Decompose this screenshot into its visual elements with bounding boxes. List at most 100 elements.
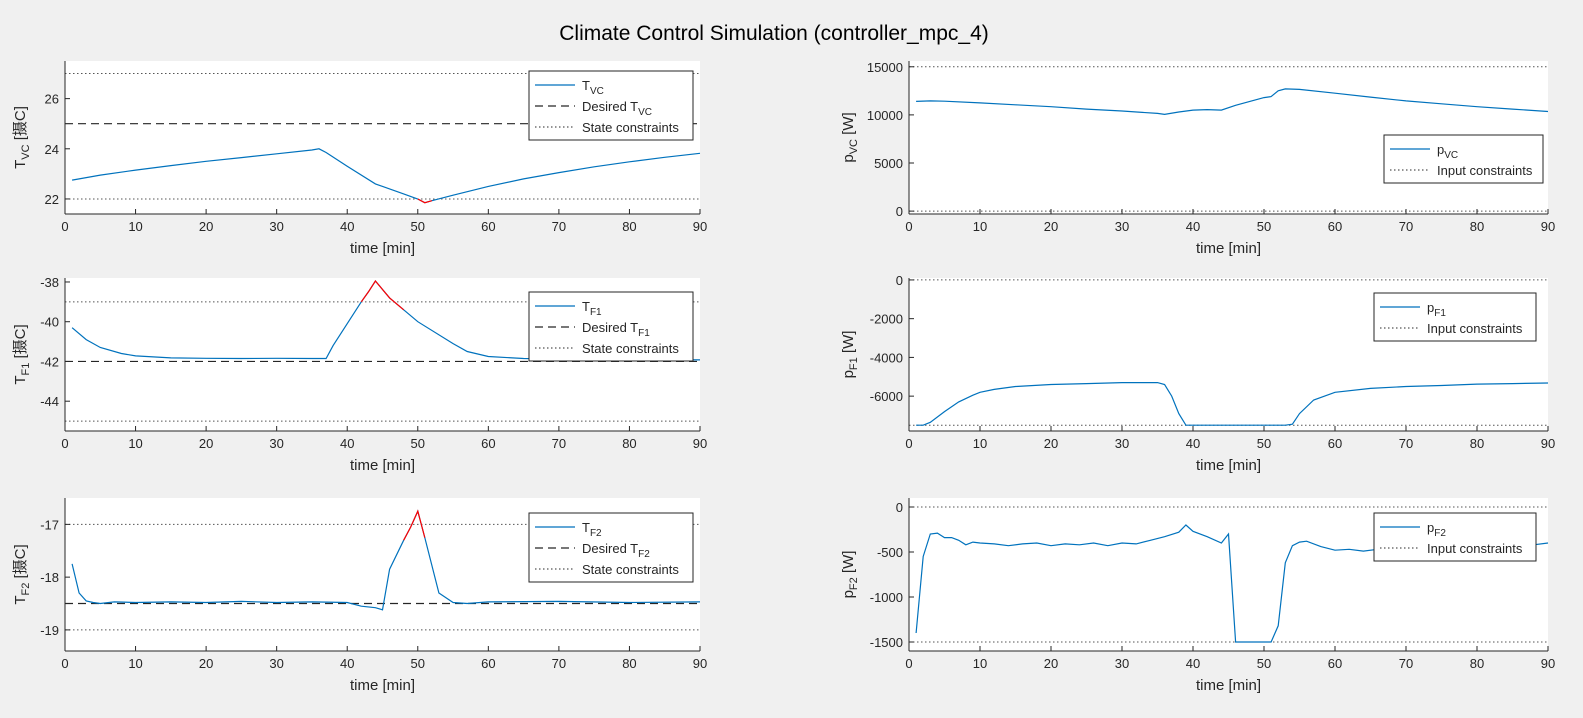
y-axis-label: TF1 [摄C] (12, 324, 32, 384)
x-tick-label: 80 (622, 436, 636, 451)
y-axis-label-subscript: F1 (20, 363, 32, 376)
y-tick-label: 10000 (867, 108, 903, 123)
x-tick-label: 90 (693, 436, 707, 451)
legend-label-2: Desired TF2 (582, 541, 650, 560)
x-tick-label: 60 (481, 219, 495, 234)
legend-label-2: Desired TVC (582, 99, 652, 118)
x-tick-label: 30 (1115, 219, 1129, 234)
y-tick-label: -17 (40, 517, 59, 532)
legend: pF1 Input constraints (1373, 292, 1537, 342)
legend: pVC Input constraints (1383, 134, 1544, 184)
x-tick-label: 70 (552, 219, 566, 234)
subplot-4: 0 10 20 30 40 50 60 70 80 90 -6000 -4000 -2000 0 time … (840, 273, 1555, 474)
legend-label-main: T (582, 299, 590, 314)
y-axis-label-unit: [摄C] (12, 324, 29, 362)
y-axis-label-unit: [W] (840, 331, 857, 358)
x-tick-label: 90 (693, 219, 707, 234)
x-tick-label: 20 (1044, 436, 1058, 451)
legend-label-subscript: F1 (638, 328, 650, 339)
y-axis-label-subscript: F2 (20, 583, 32, 596)
x-tick-label: 60 (1328, 219, 1342, 234)
legend-label-main: State constraints (582, 562, 679, 577)
legend-label-2: Desired TF1 (582, 320, 650, 339)
legend-label-2: Input constraints (1437, 163, 1533, 178)
y-axis-label-subscript: VC (20, 144, 32, 159)
x-tick-label: 10 (973, 219, 987, 234)
y-axis-label-subscript: F1 (848, 357, 860, 370)
y-tick-label: 22 (45, 192, 59, 207)
series-line-1 (916, 382, 1549, 426)
x-tick-label: 50 (1257, 219, 1271, 234)
x-tick-label: 30 (269, 219, 283, 234)
subplot-6: 0 10 20 30 40 50 60 70 80 90 -1500 -1000 -500 0 time [… (840, 498, 1555, 694)
x-tick-label: 10 (973, 656, 987, 671)
x-tick-label: 80 (622, 219, 636, 234)
x-tick-label: 0 (905, 219, 912, 234)
y-axis-label-unit: [W] (840, 112, 857, 139)
x-tick-label: 0 (905, 656, 912, 671)
x-tick-label: 30 (269, 436, 283, 451)
series-line-1 (71, 148, 701, 204)
legend-label-subscript: F2 (1434, 528, 1446, 539)
x-tick-label: 70 (1399, 436, 1413, 451)
y-axis-label-main: T (12, 596, 29, 605)
series-line-1 (916, 88, 1549, 116)
legend-box (528, 291, 694, 362)
x-tick-label: 30 (1115, 656, 1129, 671)
y-tick-label: -1000 (870, 590, 903, 605)
x-tick-label: 60 (481, 436, 495, 451)
legend-label-main: Input constraints (1427, 541, 1523, 556)
legend: pF2 Input constraints (1373, 512, 1537, 562)
x-tick-label: 20 (199, 436, 213, 451)
legend-label-2: Input constraints (1427, 321, 1523, 336)
violation-segment-1 (360, 279, 405, 311)
x-tick-label: 30 (269, 656, 283, 671)
x-tick-label: 80 (1470, 656, 1484, 671)
legend-label-3: State constraints (582, 562, 679, 577)
legend-label-2: Input constraints (1427, 541, 1523, 556)
legend-label-main: State constraints (582, 341, 679, 356)
legend-label-1: pF1 (1427, 300, 1446, 319)
x-tick-label: 50 (411, 436, 425, 451)
legend-label-1: TVC (582, 78, 604, 97)
violation-segment-1 (403, 509, 426, 541)
x-tick-label: 60 (1328, 656, 1342, 671)
x-tick-label: 10 (128, 219, 142, 234)
x-tick-label: 70 (1399, 219, 1413, 234)
y-tick-label: -4000 (870, 350, 903, 365)
x-tick-label: 10 (128, 656, 142, 671)
legend-label-1: TF1 (582, 299, 602, 318)
y-axis-label-unit: [摄C] (12, 106, 29, 144)
figure-title: Climate Control Simulation (controller_m… (559, 22, 989, 45)
legend-box (528, 512, 694, 583)
legend-label-main: p (1437, 142, 1444, 157)
x-tick-label: 0 (905, 436, 912, 451)
y-axis-label-main: p (840, 370, 857, 378)
x-tick-label: 80 (1470, 436, 1484, 451)
x-tick-label: 50 (411, 656, 425, 671)
legend-label-subscript: F2 (638, 549, 650, 560)
y-axis-label-main: T (12, 376, 29, 385)
y-tick-label: 24 (45, 142, 59, 157)
y-axis-label: TF2 [摄C] (12, 544, 32, 604)
x-axis-label: time [min] (350, 457, 415, 474)
legend-box (1383, 134, 1544, 184)
series-line-1 (71, 279, 701, 361)
legend-label-main: Desired T (582, 541, 638, 556)
y-axis-label-main: p (840, 590, 857, 598)
y-tick-label: -18 (40, 570, 59, 585)
legend-box (1373, 512, 1537, 562)
x-tick-label: 90 (1541, 436, 1555, 451)
legend-label-3: State constraints (582, 341, 679, 356)
y-axis-label-unit: [W] (840, 551, 857, 578)
y-axis-label: pF1 [W] (840, 331, 860, 379)
x-tick-label: 70 (552, 436, 566, 451)
legend-label-3: State constraints (582, 120, 679, 135)
x-tick-label: 30 (1115, 436, 1129, 451)
x-tick-label: 40 (1186, 656, 1200, 671)
y-tick-label: 5000 (874, 156, 903, 171)
x-tick-label: 70 (1399, 656, 1413, 671)
